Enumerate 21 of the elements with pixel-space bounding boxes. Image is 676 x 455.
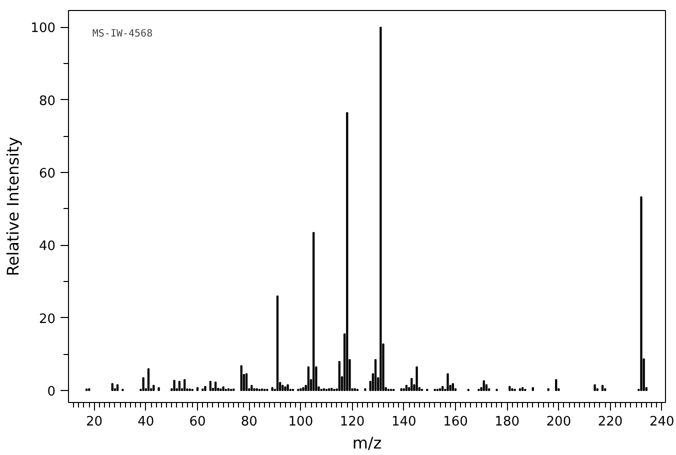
- x-tick-label: 100: [288, 414, 314, 430]
- x-tick-label: 60: [189, 414, 206, 430]
- x-tick-label: 120: [340, 414, 365, 430]
- x-axis-title: m/z: [352, 434, 382, 452]
- x-tick-label: 200: [546, 414, 572, 430]
- y-tick-label: 0: [47, 384, 56, 400]
- x-tick-label: 240: [649, 414, 674, 430]
- x-tick-label: 220: [598, 414, 623, 430]
- y-tick-label: 20: [38, 312, 56, 327]
- y-tick-label: 40: [38, 239, 56, 254]
- annotation: MS-IW-4568: [92, 28, 153, 40]
- x-tick-label: 140: [391, 414, 416, 430]
- x-tick-label: 20: [86, 414, 103, 430]
- y-tick-label: 80: [38, 94, 56, 109]
- y-tick-label: 100: [30, 21, 56, 36]
- y-tick-label: 60: [38, 166, 56, 182]
- x-tick-label: 80: [240, 414, 258, 430]
- x-tick-label: 160: [443, 414, 468, 430]
- x-tick-label: 40: [138, 414, 154, 430]
- x-tick-label: 180: [494, 414, 520, 430]
- y-axis-title: Relative Intensity: [4, 136, 23, 276]
